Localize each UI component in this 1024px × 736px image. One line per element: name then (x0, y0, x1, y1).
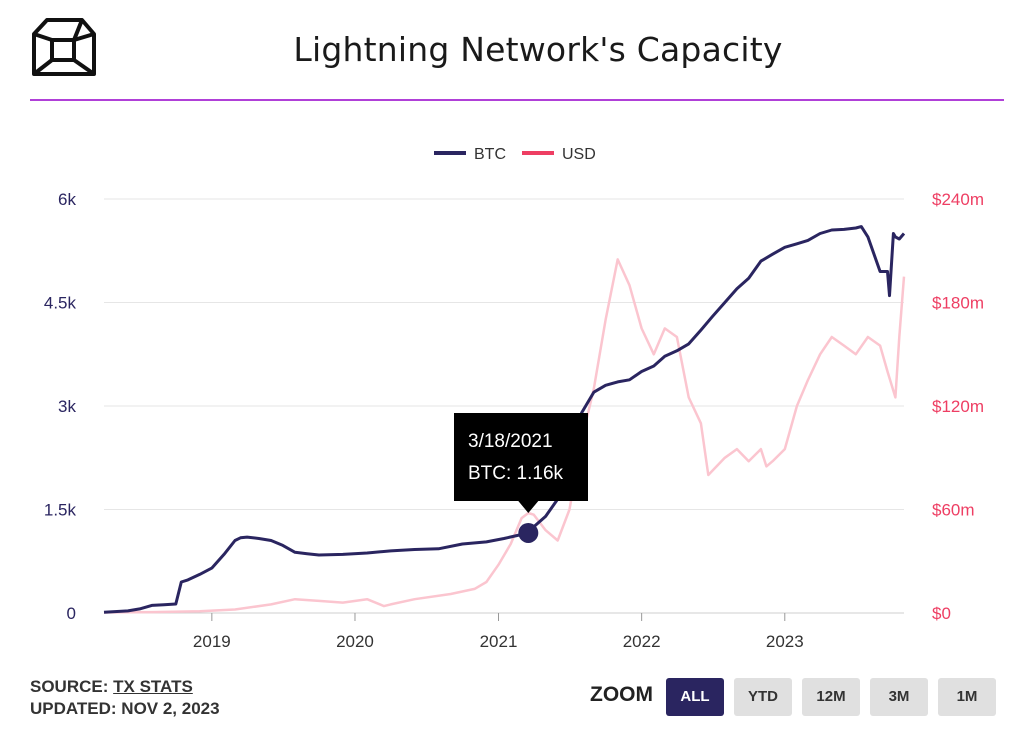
legend-btc-label: BTC (474, 146, 506, 163)
source-note: SOURCE: TX STATS UPDATED: NOV 2, 2023 (30, 676, 220, 720)
legend-usd-label: USD (562, 146, 596, 163)
x-tick-label: 2021 (480, 632, 518, 651)
tooltip-point (518, 522, 539, 543)
y-left-tick-label: 1.5k (44, 501, 77, 520)
zoom-12m-button[interactable]: 12M (802, 678, 860, 716)
y-right-tick-label: $180m (932, 294, 984, 313)
y-right-tick-label: $0 (932, 604, 951, 623)
source-prefix: SOURCE: (30, 677, 109, 696)
chart-title: Lightning Network's Capacity (293, 30, 783, 69)
y-right-tick-label: $60m (932, 501, 975, 520)
y-right-tick-label: $240m (932, 190, 984, 209)
x-tick-label: 2022 (623, 632, 661, 651)
tooltip-pointer (518, 501, 539, 513)
y-left-tick-label: 3k (58, 397, 76, 416)
y-left-tick-label: 6k (58, 190, 76, 209)
cube-logo-icon (32, 18, 96, 76)
title-divider (30, 99, 1004, 101)
y-left-tick-label: 0 (67, 604, 76, 623)
chart[interactable]: 0 $0 1.5k $60m 3k $120m 4.5k $180m 6k $240m 2019 20… (0, 130, 1024, 660)
source-link[interactable]: TX STATS (113, 677, 193, 696)
tooltip-value: BTC: 1.16k (468, 463, 564, 484)
updated-date: UPDATED: NOV 2, 2023 (30, 699, 220, 718)
x-tick-label: 2019 (193, 632, 231, 651)
zoom-3m-button[interactable]: 3M (870, 678, 928, 716)
x-tick-label: 2023 (766, 632, 804, 651)
zoom-all-button[interactable]: ALL (666, 678, 724, 716)
tooltip-box (454, 413, 588, 501)
zoom-1m-button[interactable]: 1M (938, 678, 996, 716)
x-tick-label: 2020 (336, 632, 374, 651)
y-left-tick-label: 4.5k (44, 294, 77, 313)
usd-series-line (103, 258, 906, 614)
zoom-ytd-button[interactable]: YTD (734, 678, 792, 716)
tooltip-date: 3/18/2021 (468, 431, 553, 452)
y-right-tick-label: $120m (932, 397, 984, 416)
zoom-label: ZOOM (590, 683, 653, 706)
